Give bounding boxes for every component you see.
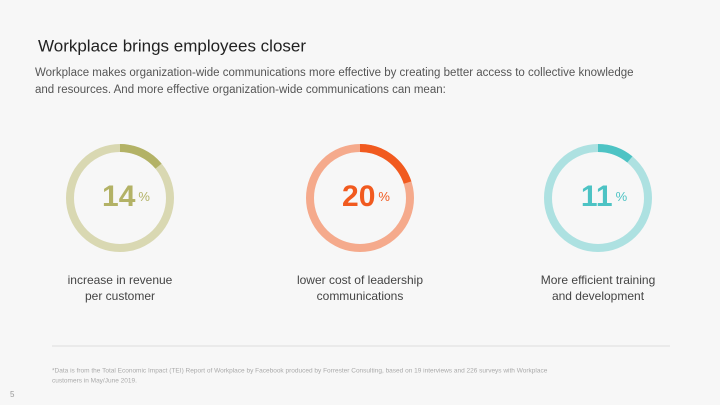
stat-caption: communications [317,289,404,303]
stat-value: 11 [581,180,613,213]
stat-text: 14% [102,180,150,213]
gauge-arc [597,144,633,163]
stat-caption: More efficient training [541,273,656,287]
page-number: 5 [10,390,15,399]
footnote: *Data is from the Total Economic Impact … [52,368,548,375]
gauge-arc [119,144,162,169]
stat-value: 14 [102,180,136,213]
stat-text: 20% [342,180,390,213]
stat-value: 20 [342,180,375,213]
stat-caption: lower cost of leadership [297,273,423,287]
footnote: customers in May/June 2019. [52,378,137,385]
subtitle: Workplace makes organization-wide commun… [35,67,634,79]
stat-caption: and development [552,289,645,303]
stat-text: 11% [581,180,628,213]
stat-caption: increase in revenue [68,273,173,287]
subtitle: and resources. And more effective organi… [35,84,446,96]
stat-unit: % [616,189,628,204]
stat-caption: per customer [85,289,155,303]
stat-unit: % [138,189,150,204]
stat-unit: % [378,189,390,204]
title: Workplace brings employees closer [38,36,306,55]
gauge-arc [359,144,412,184]
